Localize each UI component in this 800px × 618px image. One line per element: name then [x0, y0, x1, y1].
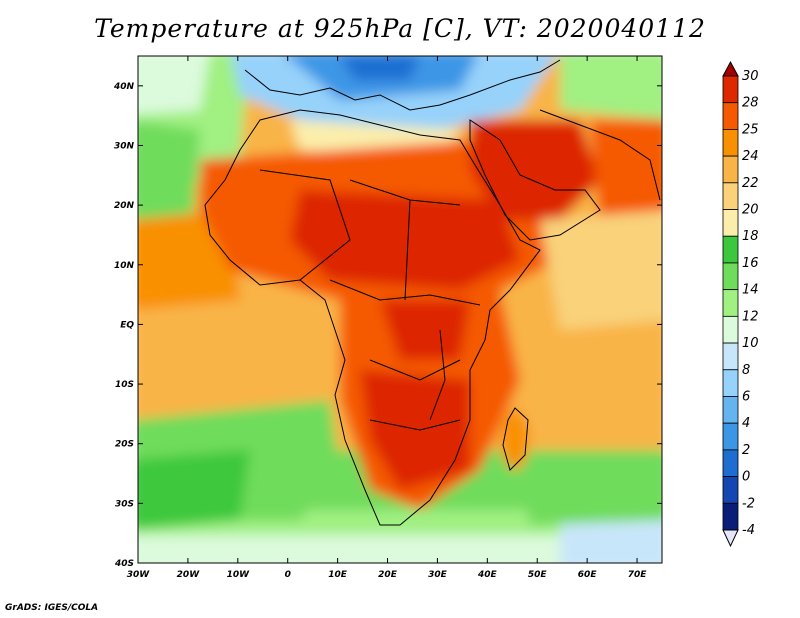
colorbar-box	[722, 422, 739, 451]
colorbar-label: 16	[742, 256, 759, 271]
colorbar-box	[722, 502, 739, 531]
colorbar-label: 2	[742, 443, 750, 458]
colorbar-box	[722, 155, 739, 184]
colorbar-box	[722, 449, 739, 477]
colorbar-box	[722, 315, 739, 344]
colorbar-box	[722, 182, 739, 210]
coastlines	[204, 59, 661, 526]
lat-tick-label: 30S	[115, 499, 134, 509]
lon-tick-label: 20E	[378, 570, 398, 580]
colorbar-label: 6	[742, 389, 750, 404]
colorbar-label: 25	[742, 122, 759, 137]
colorbar-label: 0	[742, 470, 750, 485]
lon-tick-labels: 30W 20W 10W 0 10E 20E 30E 40E 50E 60E 70E	[127, 570, 647, 580]
lat-tick-label: 10N	[114, 261, 135, 271]
colorbar-label: 12	[742, 309, 759, 324]
lat-tick-label: 40S	[114, 559, 134, 569]
colorbar-box	[722, 476, 739, 504]
colorbar-box	[722, 235, 739, 264]
lon-tick-label: 60E	[578, 570, 598, 580]
lat-tick-label: 30N	[114, 141, 135, 151]
colorbar-label: 18	[742, 229, 759, 244]
map-frame	[137, 55, 663, 564]
axis-ticks	[137, 56, 662, 564]
colorbar-bottom-arrow	[722, 529, 739, 548]
colorbar-box	[722, 262, 739, 291]
colorbar-label: 10	[742, 336, 759, 351]
colorbar-top-arrow	[722, 60, 739, 77]
colorbar-box	[722, 75, 739, 104]
colorbar-label: 20	[742, 203, 759, 218]
lon-tick-label: 30E	[428, 570, 448, 580]
colorbar-label: 8	[742, 363, 750, 378]
colorbar-box	[722, 129, 739, 157]
colorbar-box	[722, 209, 739, 237]
colorbar-box	[722, 369, 739, 397]
lat-tick-label: 20N	[114, 201, 135, 211]
lat-tick-label: 20S	[115, 440, 134, 450]
lon-tick-label: 0	[285, 570, 291, 580]
colorbar-box	[722, 342, 739, 371]
lat-tick-label: 40N	[113, 82, 135, 92]
colorbar-label: 4	[742, 416, 750, 431]
lat-tick-label: 10S	[115, 380, 134, 390]
lat-tick-labels: 40N 30N 20N 10N EQ 10S 20S 30S 40S	[113, 82, 135, 569]
colorbar-label: 24	[742, 149, 759, 164]
colorbar-box	[722, 289, 739, 317]
lon-tick-label: 70E	[628, 570, 648, 580]
colorbar-label: -2	[742, 496, 755, 511]
colorbar-label: 28	[742, 96, 759, 111]
lat-tick-label: EQ	[120, 320, 134, 330]
lon-tick-label: 10W	[227, 570, 251, 580]
lon-tick-label: 10E	[328, 570, 348, 580]
lon-tick-label: 50E	[528, 570, 548, 580]
grads-credit: GrADS: IGES/COLA	[5, 603, 99, 613]
colorbar-box	[722, 102, 739, 130]
colorbar-box	[722, 396, 739, 424]
colorbar-label: 30	[742, 69, 759, 84]
lon-tick-label: 40E	[477, 570, 498, 580]
lon-tick-label: 30W	[127, 570, 151, 580]
colorbar-label: -4	[742, 523, 755, 538]
colorbar-label: 14	[742, 283, 759, 298]
colorbar-label: 22	[742, 176, 759, 191]
temperature-field	[138, 56, 662, 563]
map-title: Temperature at 925hPa [C], VT: 202004011…	[94, 14, 706, 43]
lon-tick-label: 20W	[177, 570, 201, 580]
